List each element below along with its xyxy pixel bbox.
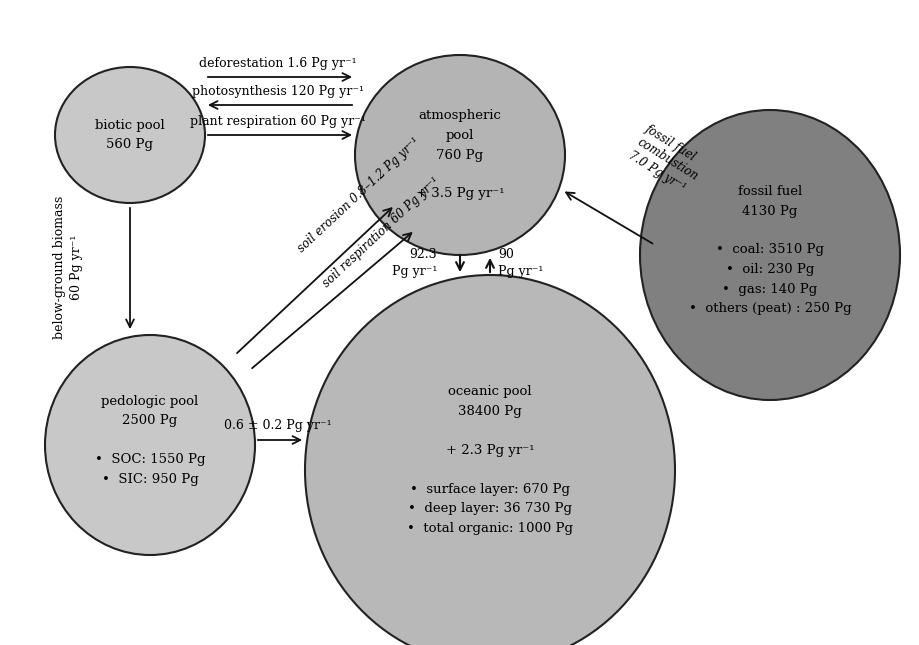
Text: soil erosion 0.8–1.2 Pg yr⁻¹: soil erosion 0.8–1.2 Pg yr⁻¹ <box>295 135 422 255</box>
Text: fossil fuel
combustion
7.0 Pg yr⁻¹: fossil fuel combustion 7.0 Pg yr⁻¹ <box>625 122 708 197</box>
Text: plant respiration 60 Pg yr⁻¹: plant respiration 60 Pg yr⁻¹ <box>190 115 366 128</box>
Text: deforestation 1.6 Pg yr⁻¹: deforestation 1.6 Pg yr⁻¹ <box>199 57 357 70</box>
Text: biotic pool
560 Pg: biotic pool 560 Pg <box>95 119 165 151</box>
Ellipse shape <box>355 55 564 255</box>
Ellipse shape <box>55 67 205 203</box>
Text: oceanic pool
38400 Pg

+ 2.3 Pg yr⁻¹

•  surface layer: 670 Pg
•  deep layer: 36: oceanic pool 38400 Pg + 2.3 Pg yr⁻¹ • su… <box>406 385 573 535</box>
Text: atmospheric
pool
760 Pg

+ 3.5 Pg yr⁻¹: atmospheric pool 760 Pg + 3.5 Pg yr⁻¹ <box>415 110 504 201</box>
Ellipse shape <box>640 110 899 400</box>
Ellipse shape <box>305 275 675 645</box>
Text: 0.6 ± 0.2 Pg yr⁻¹: 0.6 ± 0.2 Pg yr⁻¹ <box>224 419 332 432</box>
Text: photosynthesis 120 Pg yr⁻¹: photosynthesis 120 Pg yr⁻¹ <box>192 85 364 98</box>
Ellipse shape <box>45 335 255 555</box>
Text: fossil fuel
4130 Pg

•  coal: 3510 Pg
•  oil: 230 Pg
•  gas: 140 Pg
•  others (p: fossil fuel 4130 Pg • coal: 3510 Pg • oi… <box>688 185 850 315</box>
Text: below-ground biomass
60 Pg yr⁻¹: below-ground biomass 60 Pg yr⁻¹ <box>53 195 83 339</box>
Text: pedologic pool
2500 Pg

•  SOC: 1550 Pg
•  SIC: 950 Pg: pedologic pool 2500 Pg • SOC: 1550 Pg • … <box>95 395 205 486</box>
Text: 90
Pg yr⁻¹: 90 Pg yr⁻¹ <box>497 248 543 277</box>
Text: 92.3
Pg yr⁻¹: 92.3 Pg yr⁻¹ <box>391 248 437 277</box>
Text: soil respiration 60 Pg yr⁻¹: soil respiration 60 Pg yr⁻¹ <box>320 175 442 290</box>
